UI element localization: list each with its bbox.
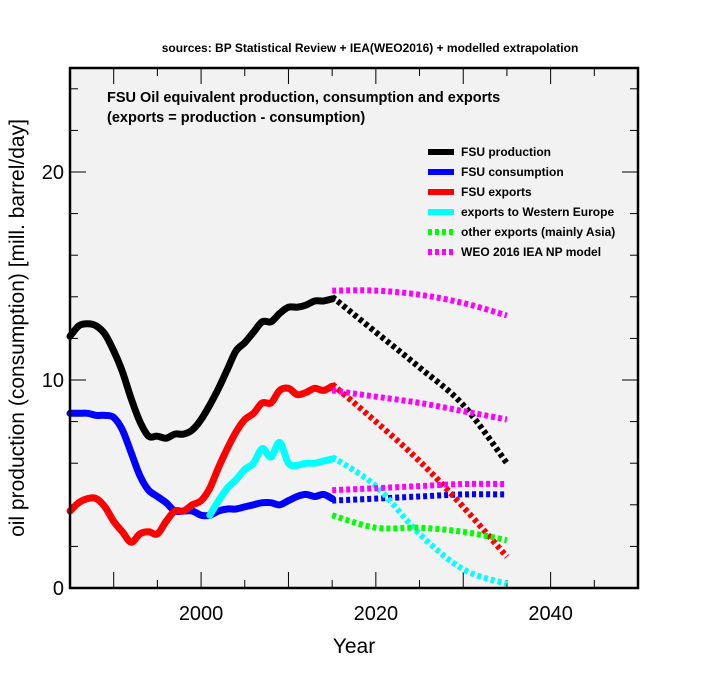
series-projection-weo-2016-iea-np-model	[331, 387, 508, 423]
x-tick-label: 2000	[179, 603, 224, 625]
legend: FSU production FSU consumption FSU exports…	[428, 145, 615, 259]
series-projection-fsu-production	[330, 294, 510, 466]
legend-label-exports-to-western-europe: exports to Western Europe	[461, 205, 614, 219]
legend-label-weo-2016-iea-np-model: WEO 2016 IEA NP model	[461, 245, 601, 259]
x-tick-label: 2040	[528, 603, 573, 625]
series-fsu-production	[66, 294, 510, 466]
x-axis-label: Year	[333, 635, 375, 658]
chart-title-line2: (exports = production - consumption)	[107, 110, 365, 126]
series-line-exports-to-western-europe	[206, 438, 336, 519]
series-projection-weo-2016-iea-np-model	[332, 287, 508, 319]
y-axis-label: oil production (consumption) [mill. barr…	[6, 119, 29, 537]
plot-frame	[68, 66, 640, 590]
series-projection-other-exports-mainly-asia	[331, 512, 508, 544]
y-tick-label: 10	[42, 370, 64, 392]
series-fsu-exports	[66, 381, 510, 559]
series-projection-exports-to-western-europe	[330, 454, 508, 587]
series-projection-fsu-consumption	[332, 491, 507, 504]
series-layer	[66, 287, 510, 587]
series-line-fsu-consumption	[66, 409, 336, 520]
series-projection-weo-2016-iea-np-model	[332, 480, 507, 494]
legend-label-fsu-exports: FSU exports	[461, 185, 532, 199]
legend-label-fsu-consumption: FSU consumption	[461, 165, 564, 179]
source-note: sources: BP Statistical Review + IEA(WEO…	[162, 41, 579, 55]
tick-labels: 2000 2020 2040 0 10 20	[42, 162, 573, 625]
series-fsu-consumption	[66, 409, 507, 520]
chart-title-line1: FSU Oil equivalent production, consumpti…	[107, 90, 500, 106]
series-line-fsu-production	[66, 295, 336, 442]
plot-area	[70, 68, 638, 588]
legend-label-other-exports-mainly-asia: other exports (mainly Asia)	[461, 225, 615, 239]
series-weo-2016-iea-np-model	[331, 287, 508, 494]
y-tick-label: 0	[53, 578, 64, 600]
series-projection-fsu-exports	[330, 381, 510, 559]
legend-label-fsu-production: FSU production	[461, 145, 551, 159]
series-line-fsu-exports	[66, 382, 336, 546]
series-exports-to-western-europe	[206, 438, 508, 587]
series-other-exports-mainly-asia	[331, 512, 508, 544]
y-tick-label: 20	[42, 162, 64, 184]
x-tick-label: 2020	[354, 603, 399, 625]
